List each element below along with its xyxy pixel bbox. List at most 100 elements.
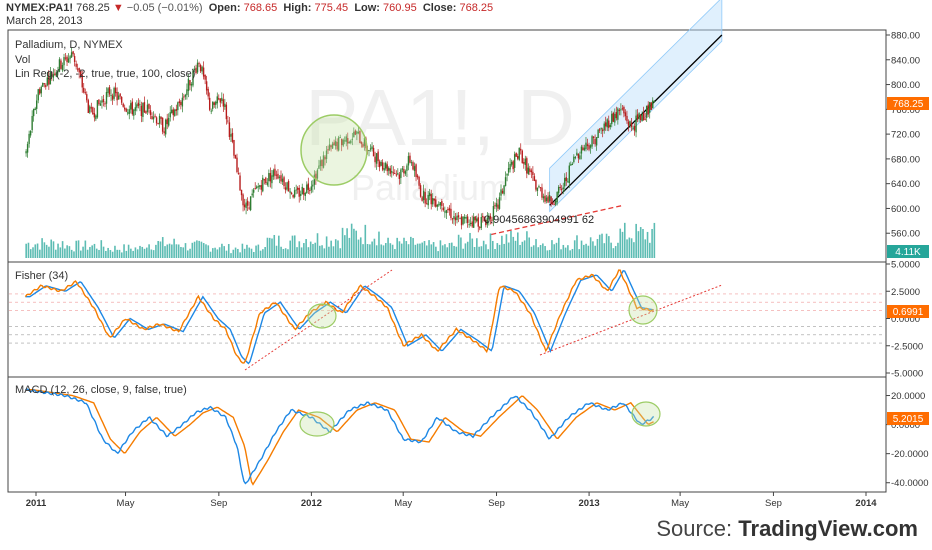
volume-bar [412, 238, 414, 258]
volume-bar [544, 246, 546, 258]
volume-bar [539, 245, 542, 258]
candle-body [81, 74, 83, 88]
candle-body [535, 179, 537, 190]
volume-bar [98, 249, 100, 258]
volume-bar [414, 244, 417, 258]
candle-body [303, 188, 305, 195]
fisher-lines [24, 269, 654, 365]
candle-body [161, 117, 164, 132]
candle-body [107, 88, 109, 93]
candle-body [318, 165, 320, 169]
candle-body [233, 140, 235, 156]
candle-body [554, 200, 557, 205]
volume-bar [651, 228, 653, 258]
close-label: Close: [422, 2, 457, 14]
candle-body [427, 194, 429, 206]
candle-body [639, 114, 642, 121]
volume-bar [250, 248, 253, 258]
candle-body [368, 150, 370, 152]
volume-bar [526, 231, 528, 258]
candle-body [298, 187, 300, 197]
candle-body [583, 147, 586, 151]
volume-bar [530, 246, 533, 258]
volume-bar [341, 227, 344, 258]
volume-bar [514, 240, 517, 258]
candle-body [31, 115, 33, 131]
candle-body [122, 103, 124, 107]
candle-body [158, 115, 161, 124]
candle-body [404, 171, 407, 174]
fisher-signal-line [25, 270, 654, 365]
volume-bar [66, 245, 68, 258]
candle-body [54, 73, 56, 76]
volume-bar [227, 244, 230, 258]
candle-body [469, 222, 472, 224]
volume-bar [451, 242, 453, 258]
candle-body [240, 189, 243, 196]
fisher-tick-label: -5.0000 [891, 369, 923, 380]
price-candles [25, 47, 655, 233]
volume-bar [621, 231, 624, 258]
volume-bar [569, 250, 571, 258]
volume-bar [148, 244, 150, 258]
candle-body [585, 142, 587, 150]
candle-body [556, 191, 558, 203]
volume-bar [498, 244, 501, 258]
volume-bar [344, 235, 346, 258]
candle-body [245, 202, 247, 209]
candle-body [322, 155, 325, 168]
open-value: 768.65 [243, 2, 278, 14]
candle-body [293, 190, 296, 198]
volume-bar [68, 246, 71, 258]
highlight-circle-main [300, 114, 368, 186]
volume-bar [114, 245, 116, 258]
volume-bar [237, 248, 239, 258]
candle-body [632, 127, 634, 129]
high-label: High: [283, 2, 312, 14]
close-value: 768.25 [459, 2, 494, 14]
candle-body [430, 194, 432, 205]
candle-body [128, 109, 130, 115]
volume-bar [184, 243, 187, 258]
candle-body [342, 139, 344, 146]
candle-body [296, 187, 299, 190]
candle-body [76, 68, 79, 70]
fisher-trendline-left [244, 269, 393, 371]
volume-bar [268, 237, 271, 258]
price-tick-label: 840.00 [891, 55, 920, 66]
candle-body [48, 76, 50, 85]
volume-bar [375, 245, 378, 258]
candle-body [331, 143, 334, 149]
volume-bar [325, 236, 328, 258]
candle-body [636, 114, 639, 120]
candle-body [570, 164, 572, 166]
symbol-label: NYMEX:PA1! [6, 2, 74, 14]
volume-bar [428, 240, 430, 258]
candle-body [486, 217, 489, 225]
candle-body [564, 177, 566, 187]
volume-bar [289, 240, 292, 258]
candle-body [309, 189, 311, 192]
volume-bar [371, 241, 373, 258]
candle-body [419, 185, 422, 197]
candle-body [388, 167, 390, 171]
candle-body [57, 70, 59, 73]
candle-body [573, 156, 575, 163]
volume-bar [259, 250, 262, 258]
candle-body [327, 149, 329, 151]
candle-body [202, 67, 205, 77]
candle-body [301, 186, 303, 195]
candle-body [536, 187, 539, 192]
candle-body [435, 199, 437, 207]
candle-body [460, 216, 463, 226]
low-label: Low: [354, 2, 380, 14]
volume-bar [594, 245, 596, 258]
candle-body [598, 129, 601, 131]
candle-body [39, 89, 41, 94]
candle-body [424, 192, 426, 204]
candle-body [136, 104, 138, 108]
candle-body [624, 112, 627, 117]
candle-body [611, 113, 613, 125]
candle-body [313, 174, 316, 185]
